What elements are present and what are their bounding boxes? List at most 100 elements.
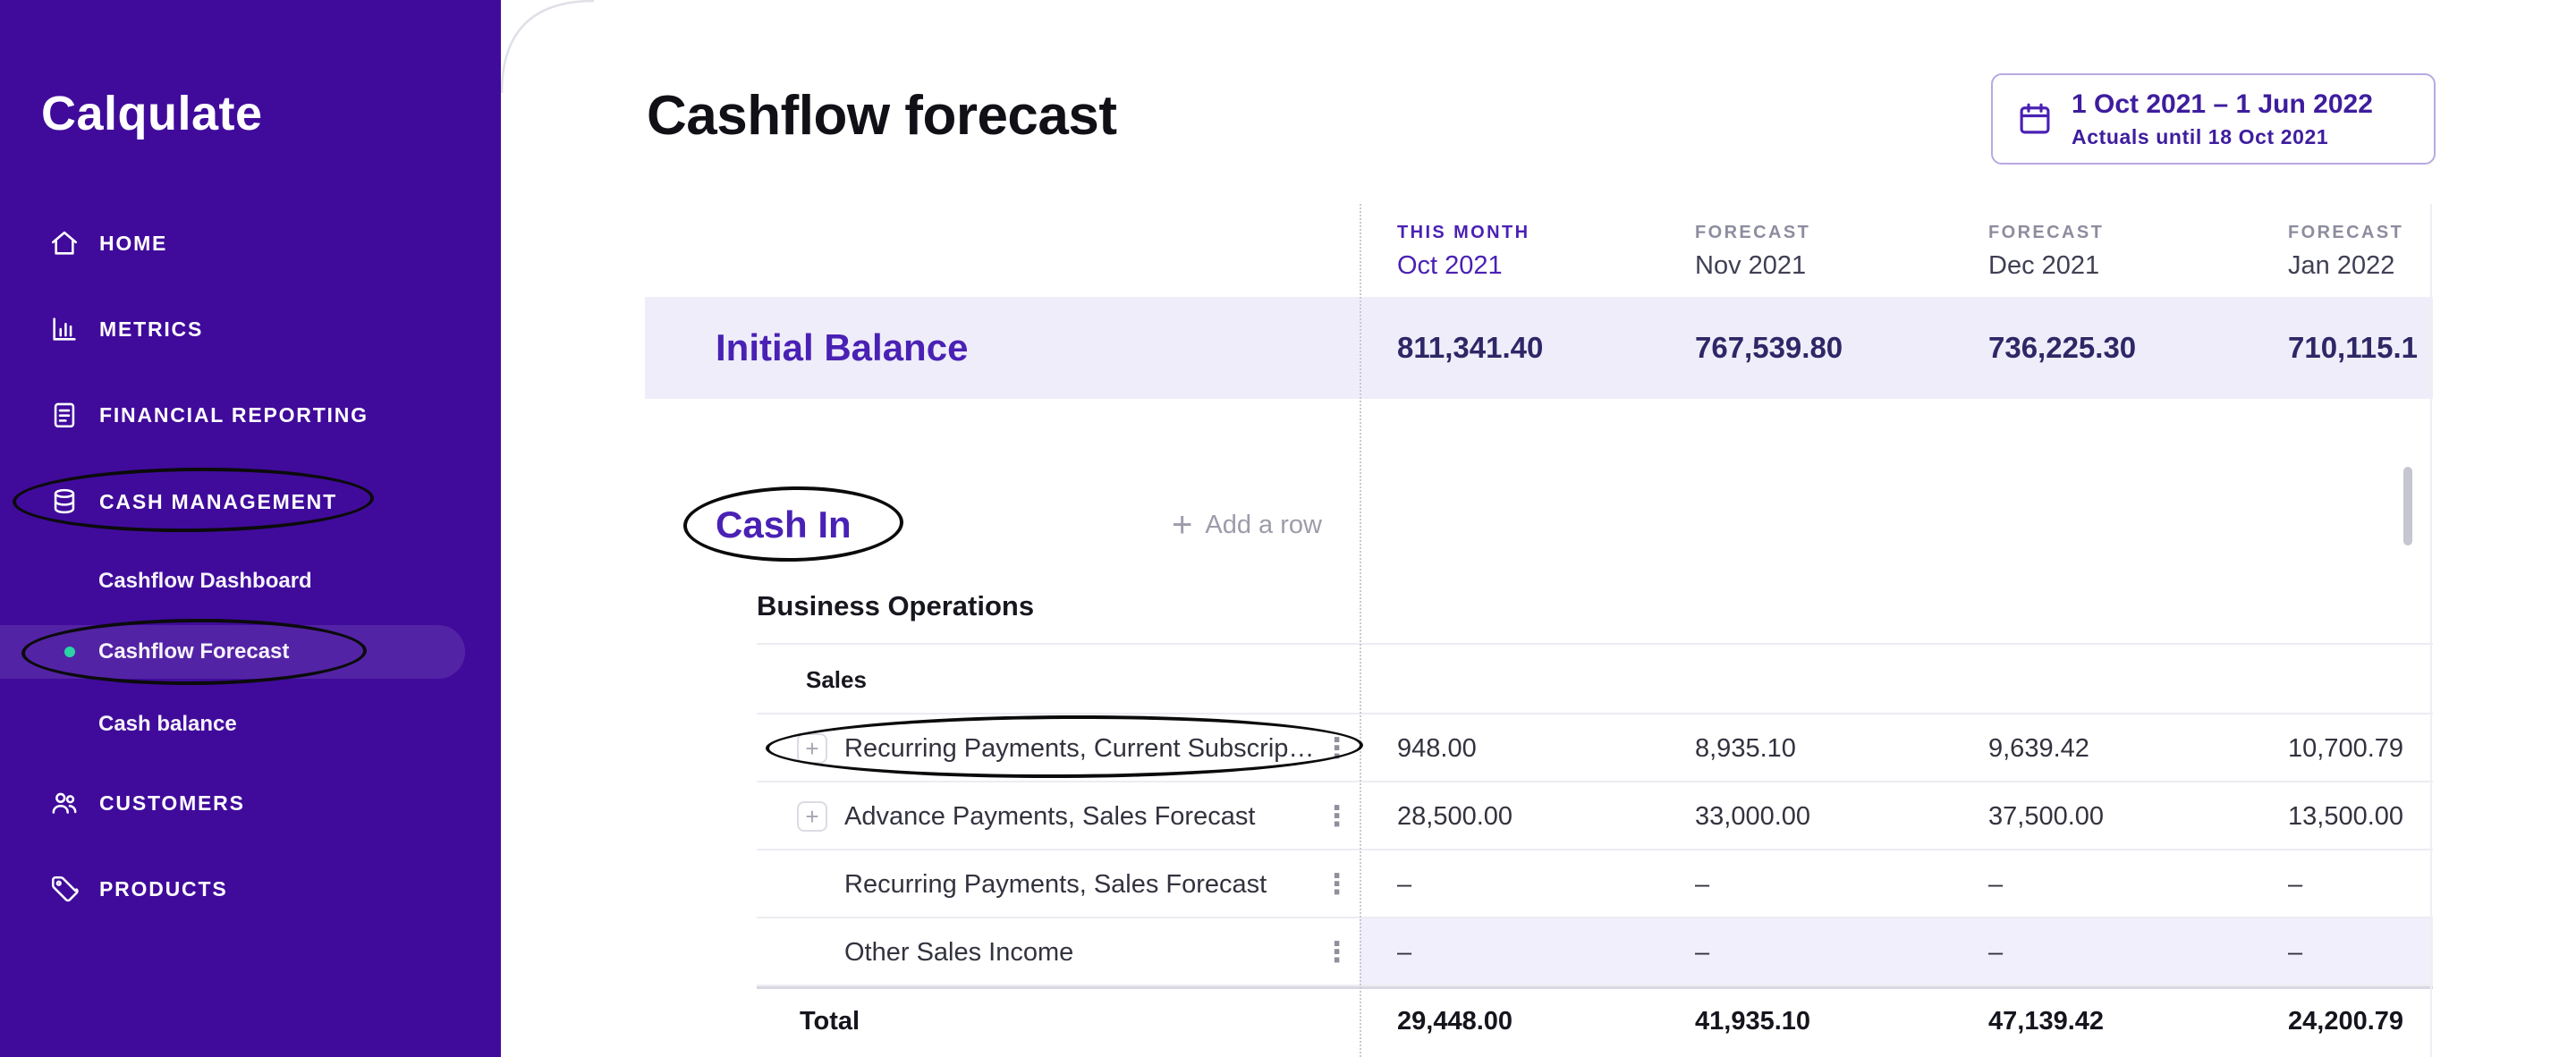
total-value: 41,935.10 [1695, 1006, 1811, 1036]
sidebar-item-cashflow-forecast[interactable]: Cashflow Forecast [0, 625, 465, 679]
row-value: 10,700.79 [2288, 733, 2404, 763]
table-row-recurring-forecast: Recurring Payments, Sales Forecast ⋮ – –… [645, 850, 2433, 918]
column-header-nov-2021: FORECAST Nov 2021 [1657, 204, 1951, 297]
row-label: Advance Payments, Sales Forecast [844, 801, 1256, 831]
metrics-icon [53, 317, 76, 341]
vertical-scrollbar[interactable] [2403, 467, 2412, 545]
products-icon [51, 875, 79, 902]
column-month: Jan 2022 [2288, 251, 2395, 280]
sidebar-item-customers[interactable]: CUSTOMERS [0, 776, 501, 830]
initial-balance-value: 811,341.40 [1397, 331, 1544, 364]
sidebar: Calqulate HOME METRICS FINANCIAL REPORTI… [0, 0, 501, 1057]
home-icon [51, 231, 78, 255]
table-row-recurring-current: + Recurring Payments, Current Subscrip… … [645, 715, 2433, 782]
row-label: Recurring Payments, Sales Forecast [844, 869, 1267, 899]
sidebar-item-label: CASH MANAGEMENT [99, 489, 337, 513]
date-range-value: 1 Oct 2021 – 1 Jun 2022 [2072, 89, 2373, 119]
row-value: – [1988, 869, 2004, 899]
row-menu-icon[interactable]: ⋮ [1323, 936, 1351, 968]
column-month: Nov 2021 [1695, 251, 1807, 280]
total-row: Total 29,448.00 41,935.10 47,139.42 24,2… [645, 986, 2433, 1056]
table-row-advance-payments: + Advance Payments, Sales Forecast ⋮ 28,… [645, 782, 2433, 850]
column-tag: FORECAST [2288, 223, 2404, 242]
total-label: Total [800, 1006, 860, 1036]
subgroup-label: Sales [806, 665, 867, 693]
row-value: – [2288, 869, 2303, 899]
total-value: 47,139.42 [1988, 1006, 2105, 1036]
sidebar-item-cashflow-dashboard[interactable]: Cashflow Dashboard [0, 554, 465, 608]
date-range-picker[interactable]: 1 Oct 2021 – 1 Jun 2022 Actuals until 18… [1991, 73, 2436, 165]
row-menu-icon[interactable]: ⋮ [1323, 732, 1351, 764]
row-value: 9,639.42 [1988, 733, 2089, 763]
row-value: – [1397, 869, 1412, 899]
cash-in-section-header: Cash In + Add a row [645, 483, 2433, 567]
row-value: 948.00 [1397, 733, 1477, 763]
group-label: Business Operations [757, 589, 1035, 622]
column-header-oct-2021: THIS MONTH Oct 2021 [1360, 204, 1657, 297]
group-heading-business-operations: Business Operations [645, 567, 2433, 645]
total-value: 24,200.79 [2288, 1006, 2404, 1036]
initial-balance-value: 736,225.30 [1988, 331, 2137, 364]
date-range-text: 1 Oct 2021 – 1 Jun 2022 Actuals until 18… [2072, 89, 2373, 149]
sidebar-item-label: HOME [99, 231, 168, 255]
cashflow-table: THIS MONTH Oct 2021 FORECAST Nov 2021 FO… [645, 204, 2433, 1057]
page-title: Cashflow forecast [647, 85, 1117, 147]
calqulate-logo[interactable]: Calqulate [41, 87, 263, 140]
row-value: – [1695, 869, 1710, 899]
row-label-cell: + Recurring Payments, Current Subscrip… … [645, 715, 1360, 782]
total-value: 29,448.00 [1397, 1006, 1513, 1036]
sidebar-item-label: CUSTOMERS [99, 791, 245, 815]
sidebar-item-home[interactable]: HOME [0, 216, 501, 270]
row-label-cell: Other Sales Income ⋮ [645, 918, 1360, 986]
table-header-row: THIS MONTH Oct 2021 FORECAST Nov 2021 FO… [645, 204, 2433, 297]
sidebar-subitem-label: Cashflow Dashboard [98, 569, 312, 593]
sidebar-item-label: METRICS [99, 317, 204, 341]
expand-row-button[interactable]: + [797, 733, 827, 764]
row-value: 8,935.10 [1695, 733, 1796, 763]
row-value: – [2250, 918, 2433, 986]
sidebar-item-metrics[interactable]: METRICS [0, 302, 501, 356]
row-value: – [1360, 918, 1657, 986]
column-tag: THIS MONTH [1397, 223, 1530, 242]
customers-icon [52, 792, 77, 814]
add-row-button[interactable]: + Add a row [1172, 483, 1322, 567]
add-row-label: Add a row [1205, 510, 1322, 539]
row-label-cell: + Advance Payments, Sales Forecast ⋮ [645, 782, 1360, 850]
row-menu-icon[interactable]: ⋮ [1323, 800, 1351, 832]
sidebar-item-cash-management[interactable]: CASH MANAGEMENT [0, 475, 501, 528]
initial-balance-row: Initial Balance 811,341.40 767,539.80 73… [645, 297, 2433, 399]
row-value: 13,500.00 [2288, 801, 2404, 831]
financial-reporting-icon [54, 402, 75, 428]
sidebar-item-cash-balance[interactable]: Cash balance [0, 698, 465, 751]
column-month: Oct 2021 [1397, 251, 1503, 280]
active-indicator-dot [64, 647, 75, 657]
table-right-edge [2430, 204, 2432, 1057]
initial-balance-value: 710,115.1 [2288, 331, 2418, 364]
column-header-jan-2022: FORECAST Jan 2022 [2250, 204, 2433, 297]
content-corner-curve [501, 0, 595, 94]
sidebar-item-products[interactable]: PRODUCTS [0, 862, 501, 916]
expand-row-button[interactable]: + [797, 801, 827, 832]
sidebar-subitem-label: Cash balance [98, 712, 237, 736]
sidebar-item-label: PRODUCTS [99, 876, 228, 901]
column-month: Dec 2021 [1988, 251, 2100, 280]
subgroup-heading-sales: Sales [645, 645, 2433, 715]
column-tag: FORECAST [1988, 223, 2105, 242]
row-value: 33,000.00 [1695, 801, 1811, 831]
row-label: Other Sales Income [844, 937, 1074, 967]
row-label: Recurring Payments, Current Subscrip… [844, 733, 1315, 763]
plus-icon: + [1172, 505, 1193, 545]
initial-balance-label: Initial Balance [716, 326, 969, 368]
row-value: 37,500.00 [1988, 801, 2105, 831]
sidebar-item-financial-reporting[interactable]: FINANCIAL REPORTING [0, 388, 501, 442]
actuals-note: Actuals until 18 Oct 2021 [2072, 124, 2329, 148]
row-value: – [1657, 918, 1951, 986]
column-tag: FORECAST [1695, 223, 1811, 242]
row-menu-icon[interactable]: ⋮ [1323, 868, 1351, 900]
header-empty-cell [645, 204, 1360, 297]
sidebar-item-label: FINANCIAL REPORTING [99, 402, 369, 427]
calendar-icon [2020, 103, 2050, 134]
column-header-dec-2021: FORECAST Dec 2021 [1951, 204, 2250, 297]
row-value: 28,500.00 [1397, 801, 1513, 831]
row-value: – [1951, 918, 2250, 986]
